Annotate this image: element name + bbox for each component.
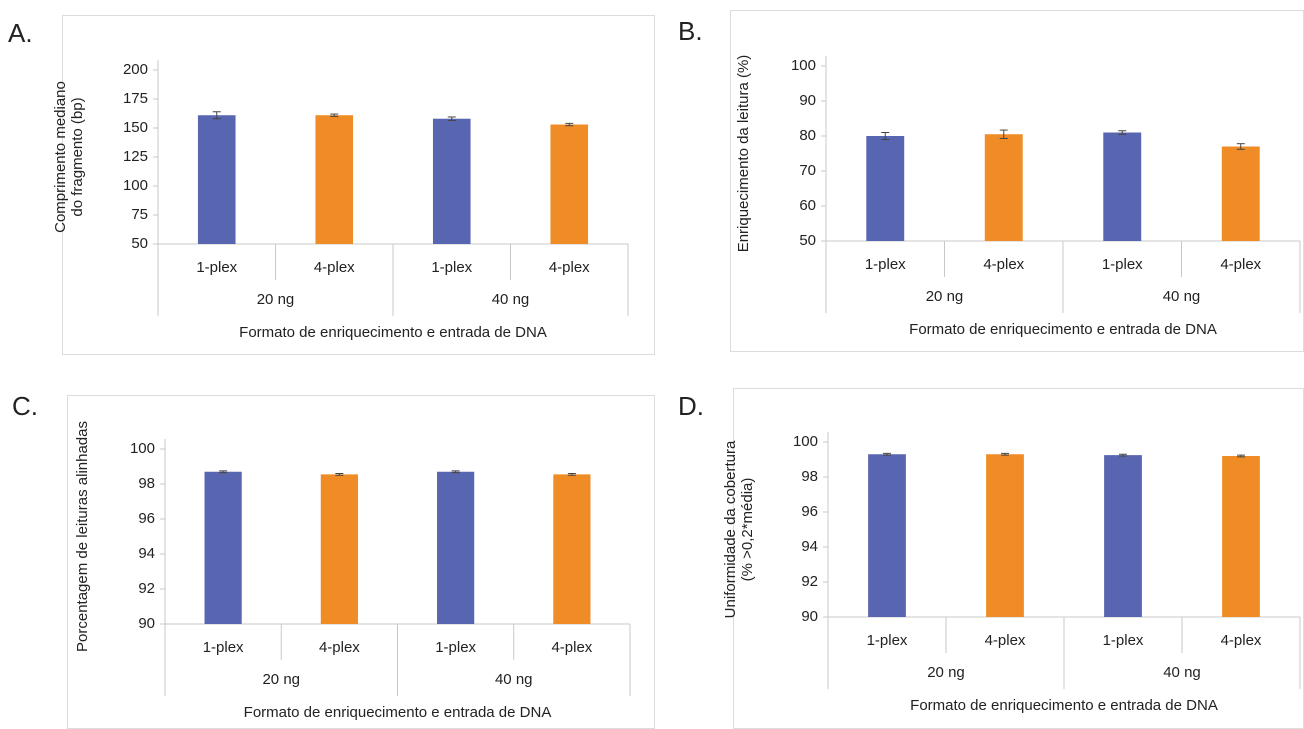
- x-tick-label: 4-plex: [1220, 256, 1261, 273]
- y-axis-title: Comprimento mediano: [52, 81, 69, 233]
- group-label: 20 ng: [257, 291, 295, 308]
- y-tick-label: 98: [138, 475, 155, 492]
- panel-label: C.: [12, 391, 38, 421]
- y-axis-title: do fragmento (bp): [69, 97, 86, 216]
- y-axis-title: Porcentagem de leituras alinhadas: [74, 421, 91, 652]
- y-tick-label: 80: [799, 127, 816, 144]
- y-tick-label: 92: [138, 580, 155, 597]
- bar: [553, 474, 591, 624]
- x-tick-label: 1-plex: [1102, 256, 1143, 273]
- bar: [1103, 132, 1142, 241]
- group-label: 40 ng: [492, 291, 530, 308]
- y-tick-label: 50: [799, 232, 816, 249]
- y-tick-label: 200: [123, 61, 148, 78]
- x-tick-label: 1-plex: [435, 639, 476, 656]
- group-label: 40 ng: [495, 671, 533, 688]
- bar: [868, 454, 906, 617]
- bar: [204, 471, 242, 624]
- bar: [432, 118, 471, 244]
- y-tick-label: 150: [123, 119, 148, 136]
- x-tick-label: 1-plex: [867, 632, 908, 649]
- x-tick-label: 1-plex: [431, 259, 472, 276]
- panel-label: B.: [678, 16, 703, 46]
- bar: [550, 124, 589, 244]
- bar: [1221, 146, 1260, 241]
- y-tick-label: 94: [138, 545, 155, 562]
- x-axis-title: Formato de enriquecimento e entrada de D…: [244, 704, 552, 721]
- bar: [315, 115, 354, 245]
- y-tick-label: 100: [791, 57, 816, 74]
- bar: [320, 474, 358, 624]
- y-tick-label: 100: [130, 440, 155, 457]
- group-label: 20 ng: [262, 671, 300, 688]
- y-tick-label: 100: [793, 433, 818, 450]
- y-tick-label: 90: [138, 615, 155, 632]
- bar: [1222, 456, 1260, 617]
- y-tick-label: 100: [123, 177, 148, 194]
- y-tick-label: 98: [801, 468, 818, 485]
- bar: [986, 454, 1024, 617]
- x-tick-label: 4-plex: [549, 259, 590, 276]
- y-tick-label: 60: [799, 197, 816, 214]
- y-tick-label: 94: [801, 538, 818, 555]
- y-tick-label: 175: [123, 90, 148, 107]
- x-tick-label: 4-plex: [983, 256, 1024, 273]
- group-label: 40 ng: [1163, 664, 1201, 681]
- panel-label: D.: [678, 391, 704, 421]
- y-tick-label: 50: [131, 235, 148, 252]
- group-label: 20 ng: [927, 664, 965, 681]
- group-label: 40 ng: [1163, 288, 1201, 305]
- x-axis-title: Formato de enriquecimento e entrada de D…: [909, 321, 1217, 338]
- y-tick-label: 96: [138, 510, 155, 527]
- x-tick-label: 1-plex: [203, 639, 244, 656]
- x-tick-label: 1-plex: [1103, 632, 1144, 649]
- y-tick-label: 90: [801, 608, 818, 625]
- y-tick-label: 96: [801, 503, 818, 520]
- group-label: 20 ng: [926, 288, 964, 305]
- y-tick-label: 90: [799, 92, 816, 109]
- x-tick-label: 4-plex: [551, 639, 592, 656]
- x-tick-label: 1-plex: [865, 256, 906, 273]
- x-tick-label: 1-plex: [196, 259, 237, 276]
- x-tick-label: 4-plex: [985, 632, 1026, 649]
- x-tick-label: 4-plex: [319, 639, 360, 656]
- y-axis-title: Enriquecimento da leitura (%): [735, 55, 752, 253]
- x-axis-title: Formato de enriquecimento e entrada de D…: [910, 697, 1218, 714]
- x-tick-label: 4-plex: [314, 259, 355, 276]
- bar: [1104, 455, 1142, 617]
- y-tick-label: 75: [131, 206, 148, 223]
- panel-frame: [62, 15, 655, 355]
- bar: [984, 134, 1023, 241]
- y-tick-label: 92: [801, 573, 818, 590]
- y-tick-label: 70: [799, 162, 816, 179]
- x-axis-title: Formato de enriquecimento e entrada de D…: [239, 324, 547, 341]
- x-tick-label: 4-plex: [1221, 632, 1262, 649]
- y-tick-label: 125: [123, 148, 148, 165]
- bar: [197, 115, 236, 245]
- panel-label: A.: [8, 18, 33, 48]
- y-axis-title: Uniformidade da cobertura: [722, 440, 739, 618]
- bar: [866, 136, 905, 241]
- bar: [437, 471, 475, 624]
- y-axis-title: (% >0,2*média): [739, 478, 756, 582]
